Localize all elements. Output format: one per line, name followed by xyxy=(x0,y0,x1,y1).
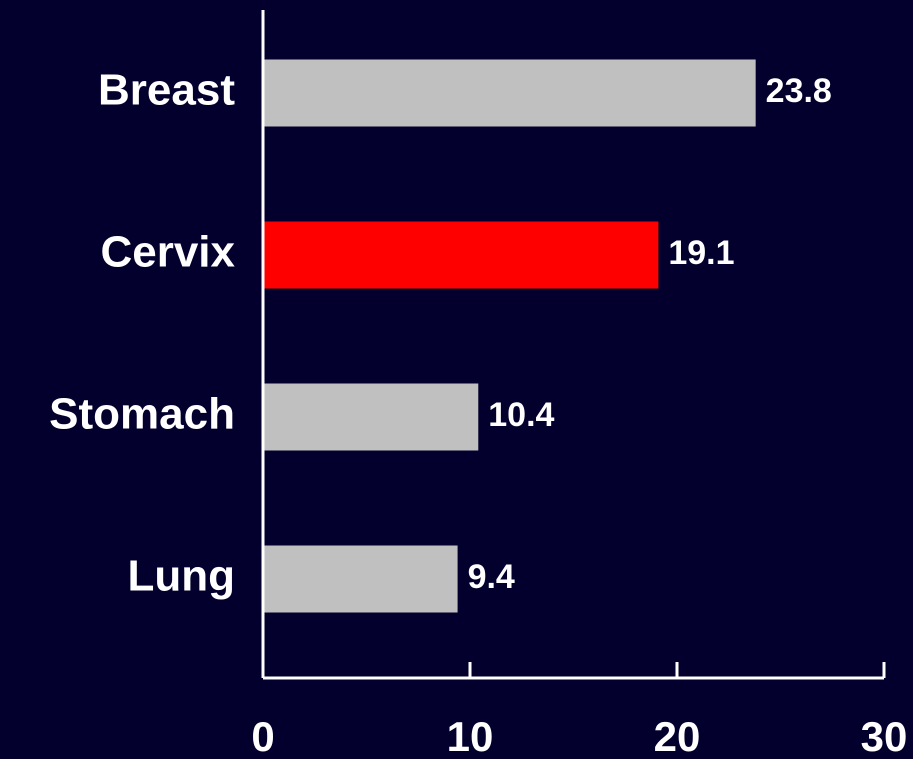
bar xyxy=(263,221,659,289)
value-label: 19.1 xyxy=(668,234,734,272)
category-label: Breast xyxy=(98,66,235,115)
category-label: Cervix xyxy=(100,228,235,277)
x-tick-label: 30 xyxy=(861,713,908,759)
bar xyxy=(263,383,479,451)
bar xyxy=(263,59,756,127)
x-tick-label: 10 xyxy=(447,713,494,759)
category-label: Lung xyxy=(127,552,235,601)
x-tick-label: 20 xyxy=(654,713,701,759)
value-label: 10.4 xyxy=(488,396,554,434)
x-tick-label: 0 xyxy=(251,713,274,759)
bar xyxy=(263,545,458,613)
value-label: 9.4 xyxy=(468,558,515,596)
category-label: Stomach xyxy=(49,390,235,439)
value-label: 23.8 xyxy=(766,72,832,110)
